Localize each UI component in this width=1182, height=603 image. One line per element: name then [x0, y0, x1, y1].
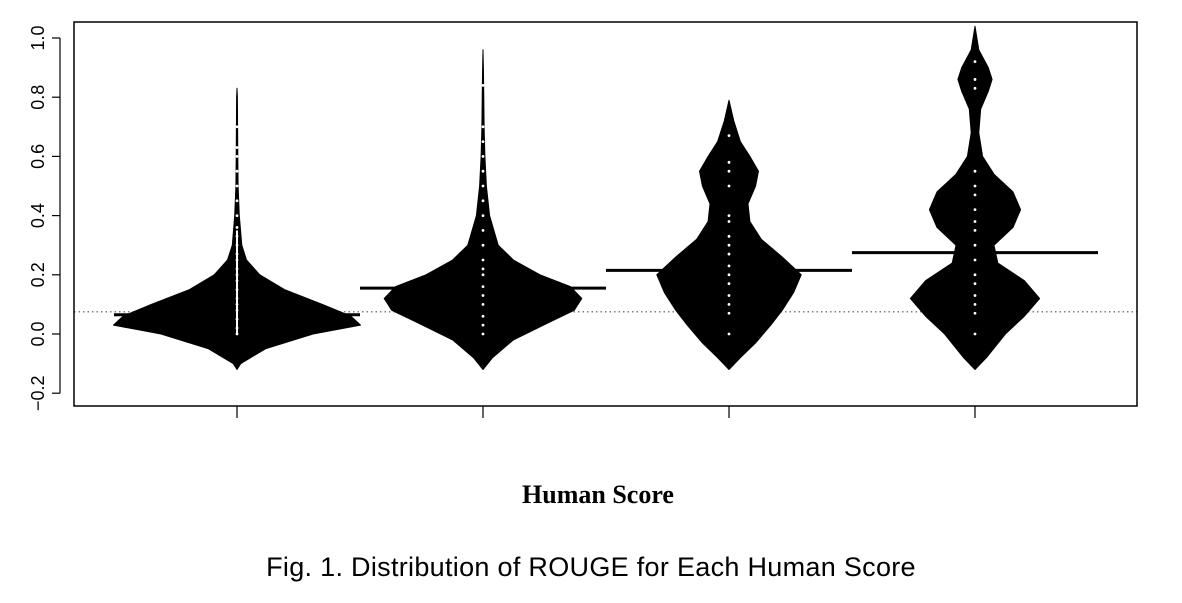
violins — [113, 25, 1098, 370]
data-point — [973, 78, 977, 81]
axes: −0.2 0.0 0.2 0.4 0.6 0.8 1.0 — [28, 25, 976, 418]
data-point — [727, 134, 731, 138]
data-point — [727, 169, 731, 173]
data-point — [481, 199, 485, 203]
data-point — [973, 208, 977, 212]
data-point — [481, 303, 485, 306]
data-point — [973, 282, 977, 286]
data-point — [235, 169, 239, 173]
plot-frame — [73, 21, 1138, 407]
data-point — [235, 155, 239, 158]
data-point — [973, 60, 977, 64]
data-point — [235, 199, 239, 203]
data-point — [481, 267, 485, 271]
data-point — [481, 140, 485, 144]
data-point — [973, 169, 977, 173]
data-point — [973, 86, 977, 90]
violin-2 — [383, 49, 583, 370]
data-point — [727, 282, 731, 286]
data-point — [973, 229, 977, 232]
y-tick-label: 0.8 — [28, 85, 48, 110]
data-point — [481, 323, 485, 327]
data-point — [973, 294, 977, 297]
y-tick-label: −0.2 — [28, 375, 48, 411]
data-point — [481, 243, 485, 247]
data-point — [727, 264, 731, 268]
data-point — [481, 332, 485, 336]
violin-chart: −0.2 0.0 0.2 0.4 0.6 0.8 1.0 Human Score — [28, 21, 1138, 509]
figure-caption: Fig. 1. Distribution of ROUGE for Each H… — [266, 552, 916, 582]
data-point — [481, 83, 485, 87]
data-point — [481, 169, 485, 173]
y-tick-label: 0.4 — [28, 203, 48, 228]
data-point — [727, 311, 731, 315]
data-point — [235, 214, 239, 218]
data-point — [973, 332, 977, 336]
data-point — [973, 243, 977, 247]
data-point — [727, 303, 731, 306]
data-point — [973, 311, 977, 315]
data-point — [973, 258, 977, 262]
data-point — [727, 220, 731, 223]
violin-4 — [909, 25, 1041, 370]
y-tick-label: 0.6 — [28, 144, 48, 169]
data-point — [235, 226, 239, 229]
data-point — [727, 214, 731, 218]
data-point — [235, 184, 239, 188]
data-point — [973, 193, 977, 197]
data-point — [727, 160, 731, 164]
data-point — [481, 285, 485, 289]
data-point — [481, 214, 485, 218]
data-point — [727, 294, 731, 297]
y-tick-label: 1.0 — [28, 25, 48, 50]
violin-1 — [113, 87, 361, 370]
data-point — [727, 234, 731, 238]
data-point — [481, 273, 485, 277]
data-point — [481, 155, 485, 158]
data-point — [481, 258, 485, 262]
data-point — [973, 303, 977, 306]
y-tick-label: 0.2 — [28, 262, 48, 287]
data-point — [235, 125, 239, 129]
data-point — [973, 273, 977, 277]
data-point — [481, 125, 485, 129]
y-tick-label: 0.0 — [28, 321, 48, 346]
data-point — [235, 146, 239, 149]
data-point — [481, 314, 485, 318]
data-point — [727, 243, 731, 247]
data-point — [481, 184, 485, 188]
data-point — [973, 184, 977, 188]
data-point — [973, 220, 977, 223]
data-point — [727, 184, 731, 188]
x-axis-label: Human Score — [522, 480, 674, 509]
data-point — [727, 332, 731, 336]
data-point — [481, 294, 485, 297]
data-point — [727, 252, 731, 256]
violin-3 — [656, 99, 802, 370]
data-point — [481, 229, 485, 232]
data-point — [727, 273, 731, 277]
